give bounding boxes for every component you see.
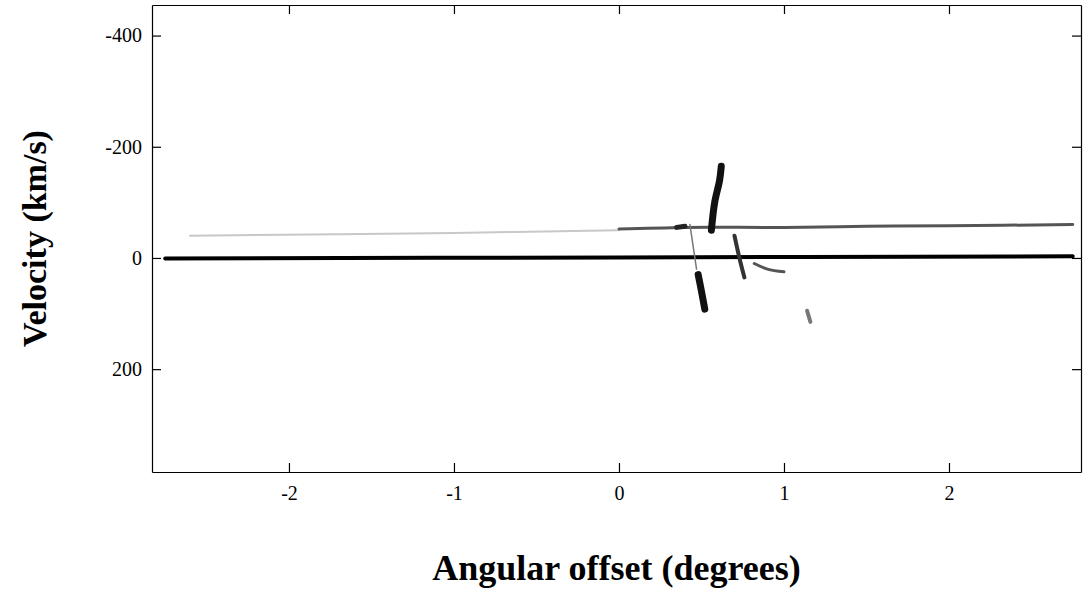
emission-feature bbox=[165, 256, 1073, 258]
tick-mark bbox=[152, 369, 161, 370]
emission-feature bbox=[734, 236, 744, 278]
tick-mark bbox=[619, 463, 620, 472]
tick-label: 2 bbox=[944, 482, 954, 504]
tick-label: -2 bbox=[281, 482, 298, 504]
tick bbox=[1072, 36, 1081, 37]
y-axis-title: Velocity (km/s) bbox=[16, 130, 54, 347]
tick-mark bbox=[1072, 369, 1081, 370]
axis-line bbox=[153, 5, 1082, 6]
tick bbox=[1072, 147, 1081, 148]
axis-line bbox=[152, 6, 153, 473]
tick: -2 bbox=[281, 463, 298, 504]
y-axis-right bbox=[1072, 6, 1082, 473]
tick bbox=[454, 5, 455, 14]
tick-mark bbox=[1072, 35, 1081, 36]
tick: -1 bbox=[446, 463, 463, 504]
tick-mark bbox=[784, 5, 785, 14]
plot-background bbox=[152, 5, 1081, 472]
tick: -200 bbox=[105, 136, 161, 158]
emission-feature bbox=[711, 166, 721, 230]
tick bbox=[289, 5, 290, 14]
tick-mark bbox=[152, 35, 161, 36]
tick bbox=[949, 5, 950, 14]
tick-label: -400 bbox=[105, 24, 142, 46]
tick-label: 200 bbox=[112, 358, 142, 380]
tick: 200 bbox=[112, 358, 161, 380]
tick-label: 0 bbox=[132, 247, 142, 269]
emission-feature bbox=[807, 311, 810, 322]
features bbox=[165, 166, 1073, 322]
emission-feature bbox=[677, 226, 685, 227]
emission-feature bbox=[190, 230, 619, 236]
x-axis-top bbox=[153, 5, 1082, 14]
tick-mark bbox=[454, 463, 455, 472]
tick-mark bbox=[949, 5, 950, 14]
tick-mark bbox=[784, 463, 785, 472]
tick-mark bbox=[289, 5, 290, 14]
y-axis: -400 -200 0 200 bbox=[105, 6, 161, 473]
tick-mark bbox=[289, 463, 290, 472]
tick-mark bbox=[949, 463, 950, 472]
tick-label: 0 bbox=[614, 482, 624, 504]
tick-mark bbox=[619, 5, 620, 14]
emission-feature bbox=[619, 225, 1073, 229]
tick-label: -1 bbox=[446, 482, 463, 504]
tick: -400 bbox=[105, 24, 161, 46]
tick-mark bbox=[1072, 147, 1081, 148]
axis-line bbox=[1081, 6, 1082, 473]
tick bbox=[1072, 258, 1081, 259]
tick: 1 bbox=[779, 463, 789, 504]
emission-feature bbox=[698, 275, 705, 309]
chart: -2 -1 0 1 2 -400 -200 0 200 Angular offset (degre… bbox=[0, 0, 1087, 596]
emission-feature bbox=[754, 264, 784, 272]
tick-mark bbox=[152, 147, 161, 148]
x-axis-title: Angular offset (degrees) bbox=[432, 548, 801, 588]
tick: 2 bbox=[944, 463, 954, 504]
tick-mark bbox=[454, 5, 455, 14]
tick bbox=[784, 5, 785, 14]
tick: 0 bbox=[614, 463, 624, 504]
emission-feature bbox=[690, 225, 697, 269]
tick: 0 bbox=[132, 247, 161, 269]
axis-line bbox=[153, 472, 1082, 473]
x-axis: -2 -1 0 1 2 bbox=[153, 463, 1082, 504]
tick-label: -200 bbox=[105, 136, 142, 158]
plot: -2 -1 0 1 2 -400 -200 0 200 bbox=[105, 5, 1081, 504]
tick-mark bbox=[152, 258, 161, 259]
tick-mark bbox=[1072, 258, 1081, 259]
tick bbox=[619, 5, 620, 14]
tick-label: 1 bbox=[779, 482, 789, 504]
tick bbox=[1072, 369, 1081, 370]
